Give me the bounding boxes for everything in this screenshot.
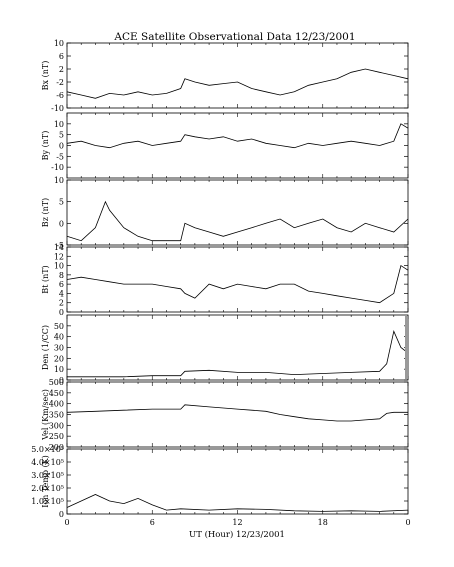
y-tick-label: -10 — [51, 163, 64, 172]
y-tick-label: -5 — [56, 152, 64, 161]
y-tick-label: 300 — [49, 421, 64, 430]
y-tick-label: 50 — [54, 322, 64, 331]
y-tick-label: 10 — [54, 262, 64, 271]
series-line — [66, 494, 409, 512]
y-tick-label: 400 — [49, 400, 64, 409]
y-tick-label: 2.0×10⁵ — [31, 484, 64, 493]
panel-0: 10 6 2 -2 -6 -10 Bx (nT) — [41, 39, 409, 113]
y-axis-label: Bt (nT) — [41, 265, 50, 293]
y-tick-label: 4.0×10⁵ — [31, 458, 64, 467]
panel-2: 10 5 0 -5 Bz (nT) — [41, 176, 409, 250]
panel-frame — [66, 314, 409, 381]
y-axis-label: Vel (Km/sec) — [41, 389, 50, 441]
y-tick-label: 5.0×10⁵ — [31, 445, 64, 454]
y-tick-label: 450 — [49, 389, 64, 398]
y-tick-label: 4 — [59, 289, 64, 298]
y-tick-label: 10 — [54, 39, 64, 48]
panel-frame — [66, 112, 409, 179]
x-tick-label: 6 — [150, 518, 155, 527]
y-tick-label: 350 — [49, 411, 64, 420]
data-gap-band — [405, 316, 408, 379]
y-tick-label: 6 — [59, 280, 64, 289]
y-tick-label: 250 — [49, 432, 64, 441]
y-tick-label: 2 — [59, 299, 64, 308]
y-tick-label: 0 — [59, 510, 64, 519]
series-line — [66, 200, 409, 242]
y-axis-label: Bx (nT) — [41, 61, 50, 91]
y-tick-label: 200 — [49, 443, 64, 452]
panel-6: 5.0×10⁵ 4.0×10⁵ 3.0×10⁵ 2.0×10⁵ 1.0×10⁵ 0 Ion … — [31, 445, 409, 519]
y-tick-label: 10 — [54, 120, 64, 129]
y-tick-label: 0 — [59, 376, 64, 385]
x-axis-label: UT (Hour) 12/23/2001 — [189, 529, 285, 540]
x-tick-label: 12 — [232, 518, 242, 527]
series-line — [66, 68, 409, 99]
x-tick-label: 18 — [318, 518, 328, 527]
y-tick-label: 0 — [59, 308, 64, 317]
y-tick-label: 10 — [54, 365, 64, 374]
y-axis-label: By (nT) — [41, 131, 50, 161]
panel-frame — [66, 448, 409, 515]
y-tick-label: -5 — [56, 241, 64, 250]
y-tick-label: 5 — [59, 131, 64, 140]
series-line — [66, 123, 409, 149]
x-tick-label: 0 — [64, 518, 69, 527]
y-tick-label: 2 — [59, 65, 64, 74]
x-tick-label: 0 — [405, 518, 410, 527]
y-tick-label: 20 — [54, 354, 64, 363]
panel-frame — [66, 246, 409, 313]
y-tick-label: 5 — [59, 198, 64, 207]
y-tick-label: 8 — [59, 271, 64, 280]
y-axis-label: Ion Temp (K) — [41, 455, 50, 508]
y-tick-label: 1.0×10⁵ — [31, 497, 64, 506]
panel-frame — [66, 179, 409, 246]
y-tick-label: 0 — [59, 142, 64, 151]
y-tick-label: 10 — [54, 176, 64, 185]
y-tick-label: 30 — [54, 344, 64, 353]
y-tick-label: 40 — [54, 333, 64, 342]
series-line — [66, 264, 409, 304]
y-tick-label: 3.0×10⁵ — [31, 471, 64, 480]
series-line — [66, 404, 408, 422]
bottom-axis: 0 6 12 18 0 — [64, 518, 410, 527]
y-tick-label: 6 — [59, 52, 64, 61]
y-tick-label: 0 — [59, 219, 64, 228]
y-tick-label: 12 — [54, 252, 64, 261]
panel-frame — [66, 381, 409, 448]
y-axis-label: Bz (nT) — [41, 198, 50, 227]
y-tick-label: 14 — [54, 243, 64, 252]
y-tick-label: -2 — [56, 78, 64, 87]
y-tick-label: -6 — [56, 91, 64, 100]
panel-frame — [66, 42, 409, 109]
y-tick-label: 500 — [49, 378, 64, 387]
series-line — [67, 330, 409, 378]
y-tick-label: -10 — [51, 104, 64, 113]
y-axis-label: Den (1/CC) — [41, 325, 50, 370]
figure-title: ACE Satellite Observational Data 12/23/2… — [113, 31, 355, 43]
